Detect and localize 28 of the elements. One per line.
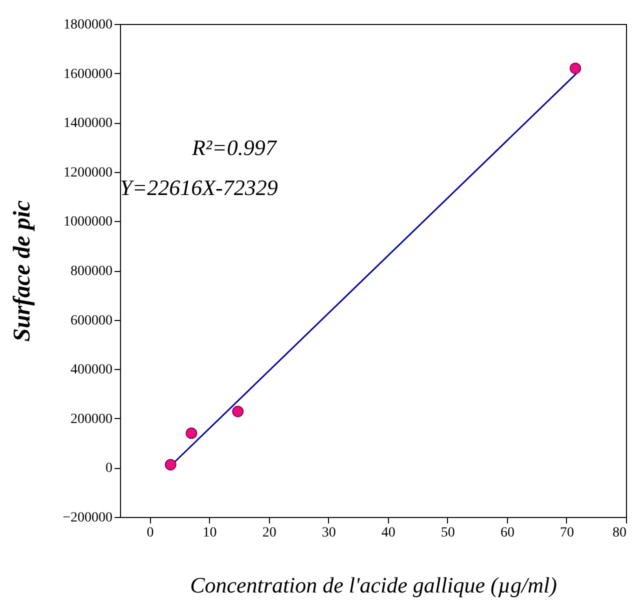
- x-tick-label: 80: [612, 526, 626, 540]
- x-axis-title: Concentration de l'acide gallique (µg/ml): [190, 572, 557, 598]
- x-tick-label: 20: [262, 526, 276, 540]
- x-tick-label: 30: [322, 526, 336, 540]
- y-tick-label: 400000: [70, 362, 112, 378]
- y-tick-label: 0: [106, 461, 112, 476]
- y-tick-label: 1400000: [64, 116, 112, 132]
- annotation: Y=22616X-72329: [120, 175, 278, 200]
- annotation: R²=0.997: [191, 135, 278, 160]
- y-tick-label: −200000: [62, 510, 112, 526]
- x-tick-label: 60: [500, 526, 514, 540]
- y-tick-label: 1000000: [64, 214, 112, 230]
- y-axis-title: Surface de pic: [10, 200, 36, 342]
- x-tick-label: 0: [146, 526, 154, 540]
- point: [186, 427, 198, 439]
- x-tick-label: 50: [440, 526, 455, 540]
- y-tick-label: 600000: [70, 313, 112, 328]
- point: [570, 62, 582, 74]
- y-tick-label: 800000: [70, 264, 112, 279]
- point: [164, 459, 176, 470]
- y-tick-label: 1200000: [64, 165, 112, 180]
- point: [232, 406, 244, 418]
- x-tick-label: 70: [560, 526, 574, 540]
- x-tick-label: 40: [381, 526, 396, 540]
- y-tick-label: 200000: [70, 412, 112, 427]
- y-tick-label: 1600000: [64, 66, 112, 82]
- x-tick-label: 10: [202, 526, 217, 540]
- y-tick-label: 1800000: [64, 18, 112, 32]
